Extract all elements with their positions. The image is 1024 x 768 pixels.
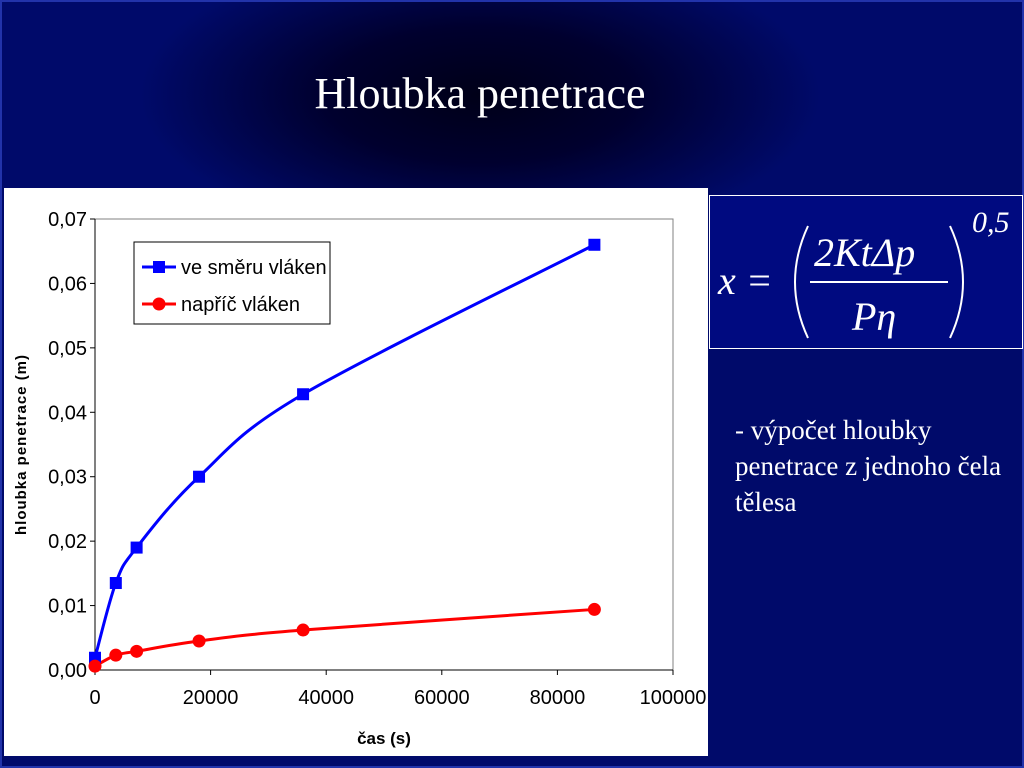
x-tick-label: 80000 bbox=[530, 687, 586, 709]
series-2-point bbox=[296, 623, 310, 637]
y-tick-label: 0,01 bbox=[48, 596, 87, 618]
formula-denominator: Pη bbox=[851, 294, 896, 339]
formula-box: x = 2KtΔp Pη 0,5 bbox=[709, 195, 1023, 349]
chart-markers bbox=[88, 238, 601, 673]
series-2-point bbox=[130, 644, 144, 658]
chart-legend: ve směru vláken napříč vláken bbox=[133, 241, 331, 325]
legend-label-1: ve směru vláken bbox=[181, 257, 327, 279]
chart-axes: 0,00 0,01 0,02 0,03 0,04 0,05 0,06 0,07 0 20000 40… bbox=[13, 209, 706, 748]
y-tick-label: 0,07 bbox=[48, 209, 87, 231]
series-2-point bbox=[88, 659, 102, 673]
y-tick-label: 0,02 bbox=[48, 531, 87, 553]
chart-svg: 0,00 0,01 0,02 0,03 0,04 0,05 0,06 0,07 0 20000 40… bbox=[13, 209, 706, 748]
formula-numerator: 2KtΔp bbox=[814, 230, 915, 275]
description-text: - výpočet hloubky penetrace z jednoho če… bbox=[735, 415, 1002, 517]
legend-box bbox=[133, 241, 331, 325]
right-paren bbox=[949, 225, 964, 339]
chart-panel: 0,00 0,01 0,02 0,03 0,04 0,05 0,06 0,07 0 20000 40… bbox=[4, 188, 708, 756]
legend-marker-1 bbox=[153, 261, 165, 273]
series-line-2 bbox=[94, 607, 595, 668]
series-1-point bbox=[109, 577, 122, 590]
series-1-point bbox=[297, 388, 310, 401]
legend-label-2: napříč vláken bbox=[181, 294, 300, 316]
x-tick-label: 20000 bbox=[183, 687, 239, 709]
series-1-point bbox=[193, 470, 206, 483]
series-1-point bbox=[588, 238, 601, 251]
y-tick-label: 0,03 bbox=[48, 467, 87, 489]
legend-marker-2 bbox=[152, 297, 166, 311]
series-2-point bbox=[587, 602, 601, 616]
slide-title: Hloubka penetrace bbox=[314, 69, 646, 118]
formula-lhs: x = bbox=[717, 258, 773, 303]
y-tick-label: 0,06 bbox=[48, 273, 87, 295]
y-tick-label: 0,04 bbox=[48, 402, 87, 424]
x-axis-label: čas (s) bbox=[357, 729, 411, 748]
series-1-point bbox=[130, 541, 143, 554]
y-tick-label: 0,05 bbox=[48, 338, 87, 360]
series-2-point bbox=[109, 648, 123, 662]
formula-svg: x = 2KtΔp Pη 0,5 bbox=[717, 206, 1010, 339]
x-tick-label: 0 bbox=[89, 687, 100, 709]
x-tick-label: 100000 bbox=[640, 687, 707, 709]
y-tick-label: 0,00 bbox=[48, 660, 87, 682]
series-2-point bbox=[192, 634, 206, 648]
left-paren bbox=[794, 225, 809, 339]
x-tick-label: 60000 bbox=[414, 687, 470, 709]
formula-exponent: 0,5 bbox=[972, 206, 1010, 239]
y-axis-label: hloubka penetrace (m) bbox=[13, 354, 30, 535]
x-tick-label: 40000 bbox=[298, 687, 354, 709]
